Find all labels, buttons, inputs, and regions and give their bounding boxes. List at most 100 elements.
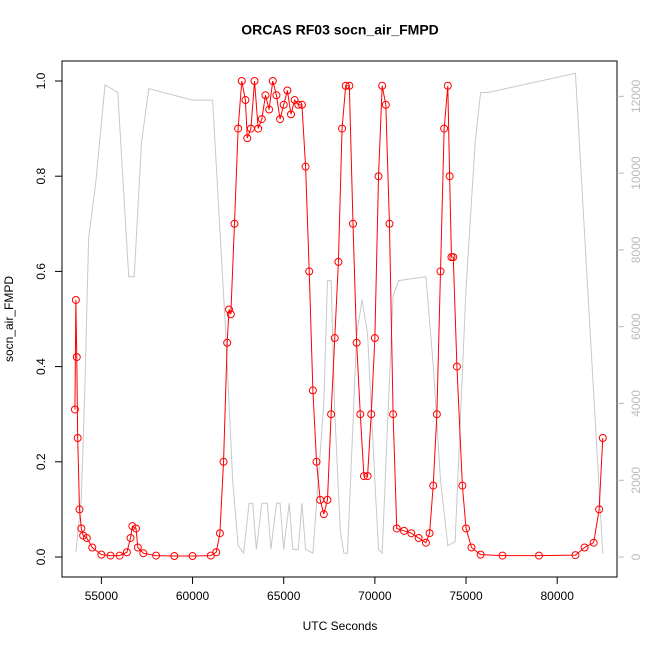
x-tick-label: 65000 [267, 589, 301, 603]
x-tick-label: 75000 [449, 589, 483, 603]
data-point [467, 543, 476, 552]
data-point [170, 552, 179, 561]
data-point [223, 338, 232, 347]
y2-tick-label: 0 [629, 553, 643, 560]
data-point [133, 543, 142, 552]
data-point [400, 526, 409, 535]
data-point [327, 410, 336, 419]
data-point [297, 100, 306, 109]
y-tick-label: 0.8 [34, 168, 48, 185]
data-point [341, 81, 350, 90]
data-point [598, 434, 607, 443]
data-point [243, 134, 252, 143]
data-point [367, 410, 376, 419]
data-point [462, 524, 471, 533]
x-tick-label: 55000 [85, 589, 119, 603]
data-point [374, 172, 383, 181]
data-point [250, 76, 259, 85]
data-point [436, 267, 445, 276]
data-point [122, 548, 131, 557]
data-point [338, 124, 347, 133]
data-point [363, 472, 372, 481]
data-point [429, 481, 438, 490]
data-point [381, 100, 390, 109]
data-point [445, 172, 454, 181]
data-point [279, 100, 288, 109]
data-point [440, 124, 449, 133]
data-point [77, 524, 86, 533]
data-point [73, 434, 82, 443]
data-point [348, 219, 357, 228]
data-point [392, 524, 401, 533]
data-point [352, 338, 361, 347]
data-point [257, 115, 266, 124]
data-point [283, 86, 292, 95]
y2-tick-label: 12000 [629, 79, 643, 113]
y-tick-label: 1.0 [34, 72, 48, 89]
chart-title: ORCAS RF03 socn_air_FMPD [241, 22, 439, 38]
data-point [88, 543, 97, 552]
data-point [71, 295, 80, 304]
data-point [345, 81, 354, 90]
data-point [319, 510, 328, 519]
y-tick-label: 0.0 [34, 548, 48, 565]
plot-frame [61, 60, 618, 578]
data-point [276, 115, 285, 124]
data-point [126, 533, 135, 542]
y2-tick-label: 10000 [629, 156, 643, 190]
data-point [225, 305, 234, 314]
data-point [219, 457, 228, 466]
series-line [74, 80, 604, 557]
data-point [407, 529, 416, 538]
x-tick-label: 80000 [541, 589, 575, 603]
data-point [212, 548, 221, 557]
data-point [359, 472, 368, 481]
data-point [132, 524, 141, 533]
data-point [534, 551, 543, 560]
data-point [75, 505, 84, 514]
data-point [432, 410, 441, 419]
data-point [287, 110, 296, 119]
data-point [97, 550, 106, 559]
data-point [580, 543, 589, 552]
data-point [378, 81, 387, 90]
data-point [334, 257, 343, 266]
data-point [241, 96, 250, 105]
data-point [589, 538, 598, 547]
data-point [237, 76, 246, 85]
data-point [458, 481, 467, 490]
x-axis-label: UTC Seconds [303, 619, 378, 633]
data-point [421, 538, 430, 547]
data-point [188, 552, 197, 561]
y2-tick-label: 2000 [629, 467, 643, 494]
data-point [425, 529, 434, 538]
data-point [294, 100, 303, 109]
data-point [139, 549, 148, 558]
y-axis-label: socn_air_FMPD [2, 276, 16, 362]
data-point [265, 105, 274, 114]
data-point [571, 551, 580, 560]
data-point [356, 410, 365, 419]
data-point [72, 353, 81, 362]
y2-tick-label: 6000 [629, 313, 643, 340]
data-point [476, 550, 485, 559]
data-point [414, 533, 423, 542]
data-point [330, 334, 339, 343]
data-point [443, 81, 452, 90]
data-point [595, 505, 604, 514]
data-point [234, 124, 243, 133]
y2-tick-label: 4000 [629, 390, 643, 417]
y2-tick-label: 8000 [629, 236, 643, 263]
data-point [226, 310, 235, 319]
data-point [305, 267, 314, 276]
data-point [106, 551, 115, 560]
data-point [70, 405, 79, 414]
data-point [230, 219, 239, 228]
series-line [75, 72, 604, 555]
y-tick-label: 0.2 [34, 453, 48, 470]
data-point [272, 91, 281, 100]
data-point [323, 495, 332, 504]
data-point [312, 457, 321, 466]
data-point [498, 551, 507, 560]
